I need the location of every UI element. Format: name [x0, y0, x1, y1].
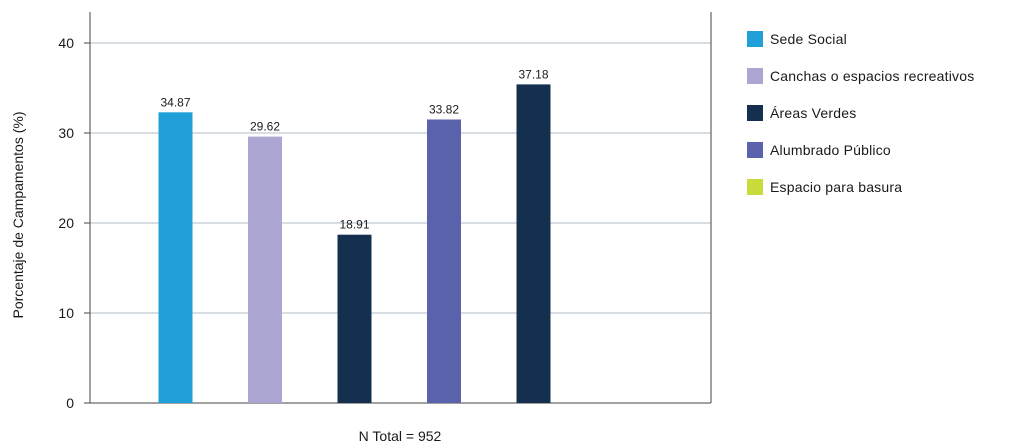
- legend-item: Áreas Verdes: [747, 104, 974, 122]
- y-tick-label: 20: [58, 215, 74, 231]
- legend-label: Canchas o espacios recreativos: [770, 68, 975, 84]
- bar-canchas-o-espacios-recreativos: [248, 136, 282, 403]
- bar-espacio-para-basura: [516, 84, 551, 404]
- legend-swatch: [747, 31, 763, 47]
- legend-label: Alumbrado Público: [770, 142, 891, 158]
- bar-value-label: 33.82: [429, 103, 459, 117]
- y-tick-label: 10: [58, 305, 74, 321]
- legend-swatch: [747, 179, 763, 195]
- bar-value-label: 34.87: [160, 95, 190, 109]
- axes: [89, 12, 712, 404]
- gridlines: [90, 42, 711, 314]
- bar-value-label: 37.18: [518, 67, 548, 81]
- legend-label: Sede Social: [770, 31, 847, 47]
- bar-value-labels: 34.87 29.62 18.91 33.82 37.18: [160, 67, 548, 231]
- legend-swatch: [747, 105, 763, 121]
- bar-áreas-verdes: [337, 234, 372, 403]
- y-tick-labels: 0 10 20 30 40: [58, 35, 90, 411]
- legend-item: Canchas o espacios recreativos: [747, 67, 974, 85]
- legend: Sede Social Canchas o espacios recreativo…: [747, 30, 974, 215]
- legend-label: Áreas Verdes: [770, 105, 857, 121]
- bar-value-label: 18.91: [339, 218, 369, 232]
- legend-label: Espacio para basura: [770, 179, 903, 195]
- legend-swatch: [747, 68, 763, 84]
- y-tick-label: 40: [58, 35, 74, 51]
- bar-alumbrado-público: [427, 119, 461, 403]
- x-axis-label: N Total = 952: [358, 428, 442, 444]
- legend-item: Alumbrado Público: [747, 141, 974, 159]
- legend-swatch: [747, 142, 763, 158]
- bars: [158, 84, 551, 404]
- bar-value-label: 29.62: [250, 120, 280, 134]
- y-axis-label: Porcentaje de Campamentos (%): [10, 112, 26, 319]
- legend-item: Espacio para basura: [747, 178, 974, 196]
- bar-sede-social: [158, 112, 193, 404]
- y-tick-label: 0: [66, 395, 74, 411]
- legend-item: Sede Social: [747, 30, 974, 48]
- y-tick-label: 30: [58, 125, 74, 141]
